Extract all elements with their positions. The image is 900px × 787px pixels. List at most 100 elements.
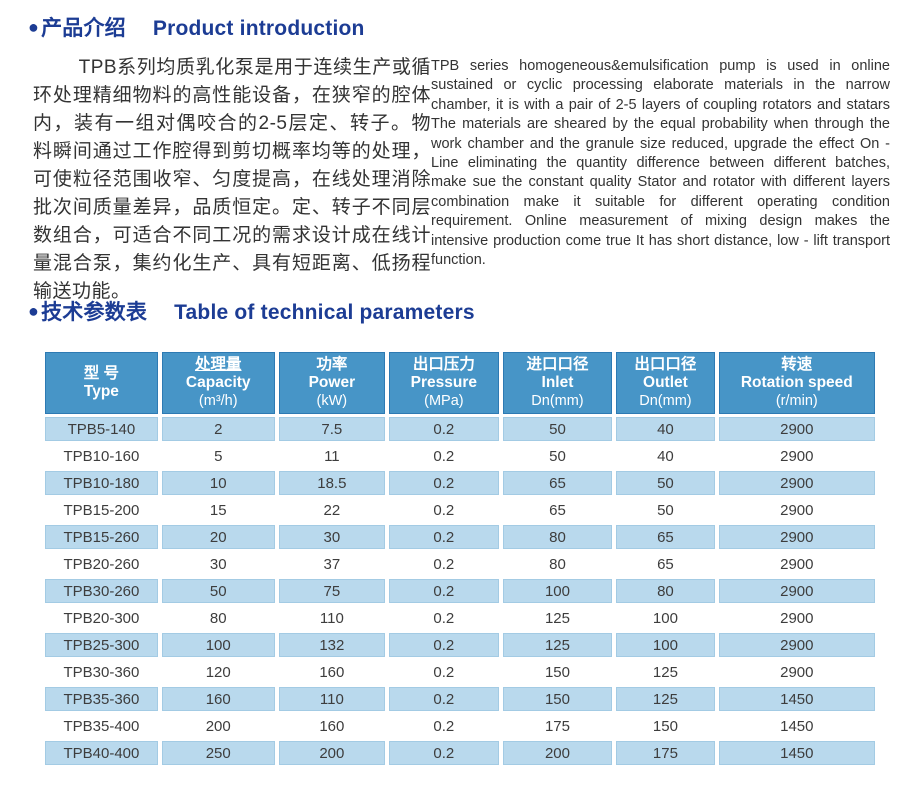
cell-type: TPB35-400: [45, 714, 158, 738]
cell-rotation_speed: 2900: [718, 525, 875, 549]
cell-pressure: 0.2: [389, 417, 499, 441]
column-header-pressure: 出口压力 Pressure (MPa): [389, 352, 499, 414]
cell-inlet: 80: [502, 552, 613, 576]
column-header-power: 功率 Power (kW): [278, 352, 386, 414]
cell-type: TPB35-360: [45, 687, 158, 711]
table-row: TPB10-160 5 11 0.2 50 40 2900: [45, 444, 875, 468]
parameters-table-body: TPB5-140 2 7.5 0.2 50 40 2900 TPB10-160 5 11 0.2 50…: [45, 417, 875, 765]
cell-inlet: 175: [502, 714, 613, 738]
section-heading-product-introduction: ●产品介绍 Product introduction: [28, 12, 365, 42]
cell-inlet: 125: [502, 606, 613, 630]
cell-pressure: 0.2: [389, 606, 499, 630]
cell-capacity: 80: [161, 606, 275, 630]
cell-power: 160: [278, 714, 386, 738]
column-header-capacity: 处理量 Capacity (m³/h): [161, 352, 275, 414]
cell-power: 160: [278, 660, 386, 684]
cell-capacity: 120: [161, 660, 275, 684]
cell-pressure: 0.2: [389, 471, 499, 495]
cell-type: TPB30-260: [45, 579, 158, 603]
cell-rotation_speed: 1450: [718, 714, 875, 738]
cell-type: TPB30-360: [45, 660, 158, 684]
section-heading-technical-parameters: ●技术参数表 Table of technical parameters: [28, 296, 475, 326]
cell-capacity: 15: [161, 498, 275, 522]
cell-power: 22: [278, 498, 386, 522]
table-row: TPB20-300 80 110 0.2 125 100 2900: [45, 606, 875, 630]
cell-rotation_speed: 2900: [718, 552, 875, 576]
cell-outlet: 65: [616, 552, 715, 576]
cell-inlet: 125: [502, 633, 613, 657]
cell-type: TPB10-180: [45, 471, 158, 495]
cell-capacity: 30: [161, 552, 275, 576]
cell-outlet: 50: [616, 471, 715, 495]
cell-rotation_speed: 2900: [718, 660, 875, 684]
cell-rotation_speed: 2900: [718, 606, 875, 630]
bullet-icon: ●: [28, 17, 40, 37]
cell-power: 132: [278, 633, 386, 657]
cell-inlet: 65: [502, 471, 613, 495]
column-header-type: 型 号 Type: [45, 352, 158, 414]
table-row: TPB15-260 20 30 0.2 80 65 2900: [45, 525, 875, 549]
cell-capacity: 50: [161, 579, 275, 603]
cell-rotation_speed: 2900: [718, 471, 875, 495]
cell-rotation_speed: 2900: [718, 498, 875, 522]
cell-power: 11: [278, 444, 386, 468]
cell-outlet: 100: [616, 606, 715, 630]
column-header-rotation_speed: 转速 Rotation speed (r/min): [718, 352, 875, 414]
cell-outlet: 40: [616, 417, 715, 441]
cell-capacity: 2: [161, 417, 275, 441]
table-row: TPB40-400 250 200 0.2 200 175 1450: [45, 741, 875, 765]
cell-inlet: 100: [502, 579, 613, 603]
cell-type: TPB15-200: [45, 498, 158, 522]
cell-type: TPB20-300: [45, 606, 158, 630]
cell-inlet: 65: [502, 498, 613, 522]
table-row: TPB35-400 200 160 0.2 175 150 1450: [45, 714, 875, 738]
table-header-row: 型 号 Type 处理量 Capacity (m³/h) 功率 Power (kW) 出口压力 P…: [45, 352, 875, 414]
cell-outlet: 65: [616, 525, 715, 549]
cell-capacity: 5: [161, 444, 275, 468]
cell-outlet: 150: [616, 714, 715, 738]
section-title-en: Table of technical parameters: [174, 301, 475, 324]
cell-rotation_speed: 2900: [718, 579, 875, 603]
table-row: TPB20-260 30 37 0.2 80 65 2900: [45, 552, 875, 576]
cell-pressure: 0.2: [389, 552, 499, 576]
product-intro-paragraph-en: TPB series homogeneous&emulsification pu…: [431, 58, 890, 269]
section-title-zh: 技术参数表: [41, 301, 148, 324]
cell-power: 75: [278, 579, 386, 603]
cell-type: TPB5-140: [45, 417, 158, 441]
cell-outlet: 100: [616, 633, 715, 657]
cell-type: TPB25-300: [45, 633, 158, 657]
cell-outlet: 40: [616, 444, 715, 468]
cell-pressure: 0.2: [389, 741, 499, 765]
cell-pressure: 0.2: [389, 660, 499, 684]
cell-rotation_speed: 1450: [718, 741, 875, 765]
cell-power: 30: [278, 525, 386, 549]
cell-inlet: 200: [502, 741, 613, 765]
table-row: TPB30-360 120 160 0.2 150 125 2900: [45, 660, 875, 684]
cell-outlet: 125: [616, 687, 715, 711]
cell-capacity: 100: [161, 633, 275, 657]
cell-inlet: 150: [502, 660, 613, 684]
parameters-table-head: 型 号 Type 处理量 Capacity (m³/h) 功率 Power (kW) 出口压力 P…: [45, 352, 875, 414]
cell-pressure: 0.2: [389, 714, 499, 738]
cell-type: TPB15-260: [45, 525, 158, 549]
cell-power: 200: [278, 741, 386, 765]
cell-pressure: 0.2: [389, 525, 499, 549]
cell-rotation_speed: 1450: [718, 687, 875, 711]
section-title-zh: 产品介绍: [41, 17, 126, 40]
cell-outlet: 125: [616, 660, 715, 684]
cell-capacity: 10: [161, 471, 275, 495]
cell-power: 110: [278, 687, 386, 711]
cell-pressure: 0.2: [389, 687, 499, 711]
cell-capacity: 200: [161, 714, 275, 738]
cell-rotation_speed: 2900: [718, 417, 875, 441]
product-intro-paragraph-zh: TPB系列均质乳化泵是用于连续生产或循环处理精细物料的高性能设备，在狭窄的腔体内…: [33, 57, 431, 302]
cell-pressure: 0.2: [389, 633, 499, 657]
cell-pressure: 0.2: [389, 444, 499, 468]
table-row: TPB10-180 10 18.5 0.2 65 50 2900: [45, 471, 875, 495]
table-row: TPB5-140 2 7.5 0.2 50 40 2900: [45, 417, 875, 441]
cell-type: TPB20-260: [45, 552, 158, 576]
cell-pressure: 0.2: [389, 498, 499, 522]
bullet-icon: ●: [28, 301, 40, 321]
cell-power: 18.5: [278, 471, 386, 495]
cell-rotation_speed: 2900: [718, 444, 875, 468]
